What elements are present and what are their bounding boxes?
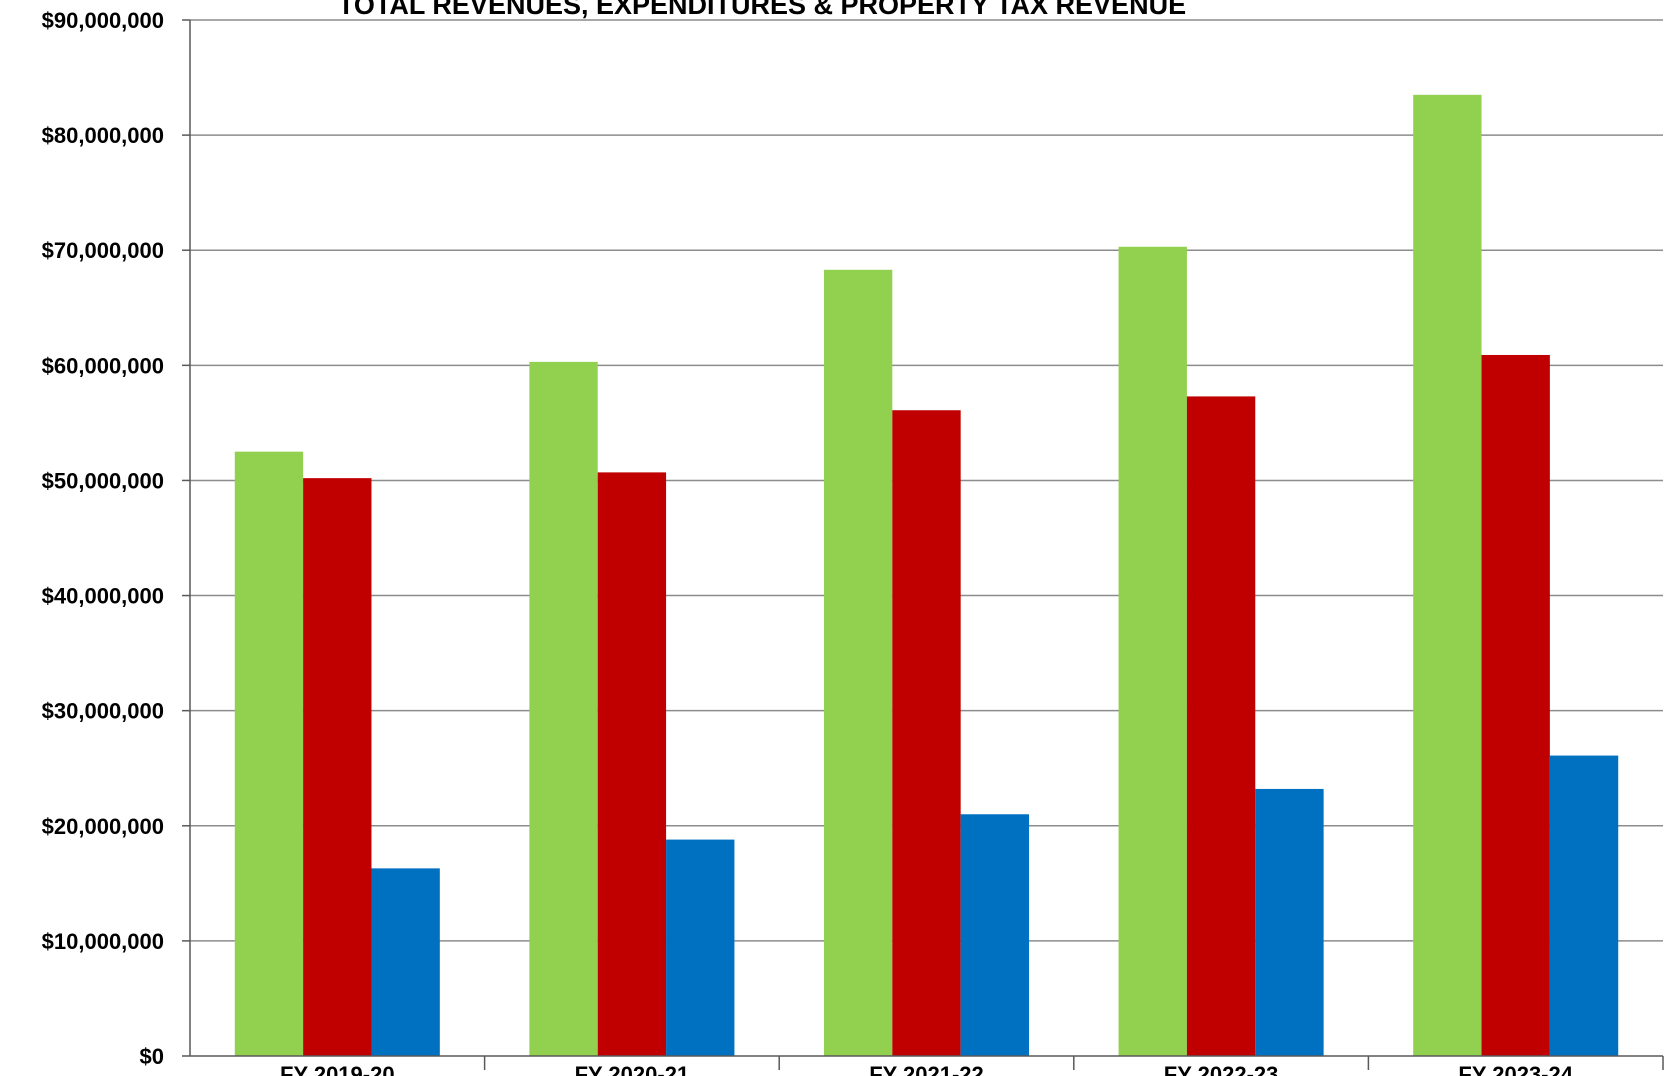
- bar-fy-2023-24-series-1: [1413, 94, 1482, 1057]
- y-tick-label: $30,000,000: [42, 699, 164, 724]
- y-tick-label: $10,000,000: [42, 929, 164, 954]
- y-tick-label: $80,000,000: [42, 123, 164, 148]
- bar-fy-2022-23-series-2: [1186, 396, 1256, 1056]
- axes: [182, 19, 1664, 1070]
- chart-title: TOTAL REVENUES, EXPENDITURES & PROPERTY …: [338, 0, 1186, 20]
- bar-fy-2019-20-series-3: [371, 868, 440, 1056]
- y-tick-label: $60,000,000: [42, 353, 164, 378]
- bar-fy-2021-22-series-3: [960, 814, 1030, 1056]
- bar-fy-2020-21-series-1: [529, 361, 598, 1056]
- bar-fy-2022-23-series-3: [1255, 788, 1324, 1056]
- bar-fy-2019-20-series-2: [303, 478, 372, 1056]
- y-tick-label: $0: [140, 1044, 164, 1069]
- bar-fy-2020-21-series-2: [597, 472, 667, 1056]
- category-label: FY 2019-20: [280, 1062, 395, 1076]
- category-labels: FY 2019-20 FY 2020-21 FY 2021-22 FY 2022-23…: [280, 1062, 1574, 1076]
- y-tick-label: $50,000,000: [42, 468, 164, 493]
- category-label: FY 2022-23: [1164, 1062, 1279, 1076]
- category-label: FY 2023-24: [1458, 1062, 1573, 1076]
- bar-fy-2023-24-series-2: [1481, 354, 1550, 1056]
- y-tick-label: $20,000,000: [42, 814, 164, 839]
- bar-fy-2021-22-series-2: [892, 410, 961, 1056]
- category-label: FY 2021-22: [869, 1062, 984, 1076]
- y-tick-labels: $0 $10,000,000 $20,000,000 $30,000,000 $40,0…: [42, 8, 164, 1069]
- bar-fy-2021-22-series-1: [823, 269, 893, 1056]
- category-label: FY 2020-21: [575, 1062, 690, 1076]
- bar-fy-2020-21-series-3: [666, 839, 735, 1056]
- y-tick-label: $40,000,000: [42, 584, 164, 609]
- bar-fy-2022-23-series-1: [1118, 246, 1187, 1056]
- y-tick-label: $90,000,000: [42, 8, 164, 33]
- y-tick-label: $70,000,000: [42, 238, 164, 263]
- bar-fy-2023-24-series-3: [1549, 755, 1619, 1056]
- bars: [234, 94, 1619, 1057]
- bar-fy-2019-20-series-1: [234, 451, 304, 1057]
